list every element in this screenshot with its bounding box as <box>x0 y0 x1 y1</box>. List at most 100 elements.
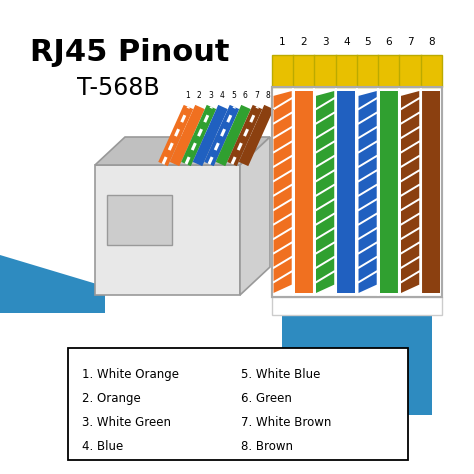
Polygon shape <box>273 143 292 166</box>
Text: 1: 1 <box>279 37 286 47</box>
Polygon shape <box>358 100 377 122</box>
Polygon shape <box>316 157 334 180</box>
Polygon shape <box>273 215 292 238</box>
Bar <box>107 195 172 245</box>
Text: 6: 6 <box>385 37 392 47</box>
Text: 4: 4 <box>219 91 224 100</box>
Polygon shape <box>401 114 419 137</box>
Text: 1: 1 <box>185 91 190 100</box>
Polygon shape <box>401 172 419 195</box>
Polygon shape <box>316 186 334 209</box>
Polygon shape <box>358 186 377 209</box>
Text: 2: 2 <box>197 91 201 100</box>
Text: 5. White Blue: 5. White Blue <box>241 368 321 381</box>
Bar <box>272 87 442 297</box>
Polygon shape <box>273 114 292 137</box>
Polygon shape <box>401 273 419 293</box>
Polygon shape <box>273 100 292 122</box>
Polygon shape <box>358 215 377 238</box>
Text: 3: 3 <box>322 37 328 47</box>
Bar <box>316 91 334 293</box>
Polygon shape <box>273 157 292 180</box>
Text: 4. Blue: 4. Blue <box>82 440 123 453</box>
Polygon shape <box>358 258 377 281</box>
Polygon shape <box>316 215 334 238</box>
Polygon shape <box>401 100 419 122</box>
Polygon shape <box>316 143 334 166</box>
Polygon shape <box>358 273 377 293</box>
Polygon shape <box>358 114 377 137</box>
Polygon shape <box>401 143 419 166</box>
Text: RJ45 Pinout: RJ45 Pinout <box>30 37 230 66</box>
Bar <box>337 91 356 293</box>
Bar <box>272 297 442 315</box>
Text: 2. Orange: 2. Orange <box>82 392 141 405</box>
Text: 7. White Brown: 7. White Brown <box>241 416 332 429</box>
Polygon shape <box>240 137 270 295</box>
Bar <box>380 91 398 293</box>
Text: 7: 7 <box>407 37 413 47</box>
Text: 2: 2 <box>301 37 307 47</box>
Bar <box>282 315 432 415</box>
Text: 5: 5 <box>231 91 236 100</box>
Text: T-568B: T-568B <box>77 76 159 100</box>
Polygon shape <box>401 229 419 252</box>
Polygon shape <box>316 273 334 293</box>
Polygon shape <box>358 143 377 166</box>
Polygon shape <box>316 100 334 122</box>
Polygon shape <box>401 258 419 281</box>
Text: 6: 6 <box>243 91 247 100</box>
Polygon shape <box>316 114 334 137</box>
Bar <box>401 91 419 293</box>
Polygon shape <box>401 215 419 238</box>
Bar <box>295 91 313 293</box>
Text: 6. Green: 6. Green <box>241 392 292 405</box>
Polygon shape <box>273 258 292 281</box>
Polygon shape <box>401 128 419 151</box>
Polygon shape <box>273 186 292 209</box>
Text: 8: 8 <box>428 37 435 47</box>
Polygon shape <box>273 273 292 293</box>
Text: 8: 8 <box>265 91 270 100</box>
Polygon shape <box>358 229 377 252</box>
Text: 4: 4 <box>343 37 350 47</box>
Text: 7: 7 <box>254 91 259 100</box>
Polygon shape <box>401 201 419 223</box>
Bar <box>273 91 292 293</box>
Polygon shape <box>401 157 419 180</box>
Polygon shape <box>0 285 105 313</box>
Polygon shape <box>401 244 419 267</box>
Polygon shape <box>273 172 292 195</box>
Bar <box>272 55 442 87</box>
Polygon shape <box>273 91 292 108</box>
Polygon shape <box>316 229 334 252</box>
Polygon shape <box>95 165 240 295</box>
Polygon shape <box>273 128 292 151</box>
Text: 3: 3 <box>208 91 213 100</box>
Text: 1. White Orange: 1. White Orange <box>82 368 179 381</box>
Bar <box>422 91 440 293</box>
Text: 5: 5 <box>365 37 371 47</box>
Bar <box>358 91 377 293</box>
Polygon shape <box>316 91 334 108</box>
Polygon shape <box>358 172 377 195</box>
Text: 3. White Green: 3. White Green <box>82 416 171 429</box>
Polygon shape <box>316 244 334 267</box>
Polygon shape <box>316 201 334 223</box>
Polygon shape <box>273 229 292 252</box>
Bar <box>272 87 442 297</box>
Polygon shape <box>358 91 377 108</box>
Polygon shape <box>95 137 270 165</box>
Polygon shape <box>316 258 334 281</box>
Polygon shape <box>358 244 377 267</box>
Polygon shape <box>401 186 419 209</box>
Polygon shape <box>316 128 334 151</box>
Polygon shape <box>0 255 100 313</box>
Text: 8. Brown: 8. Brown <box>241 440 293 453</box>
Polygon shape <box>273 201 292 223</box>
Polygon shape <box>401 91 419 108</box>
Polygon shape <box>358 128 377 151</box>
Polygon shape <box>316 172 334 195</box>
Polygon shape <box>358 201 377 223</box>
FancyBboxPatch shape <box>68 348 408 460</box>
